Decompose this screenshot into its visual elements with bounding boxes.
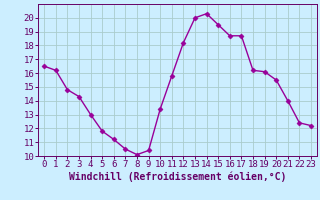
X-axis label: Windchill (Refroidissement éolien,°C): Windchill (Refroidissement éolien,°C) [69, 172, 286, 182]
